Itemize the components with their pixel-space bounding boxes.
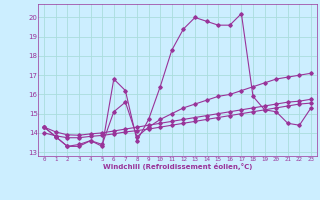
- X-axis label: Windchill (Refroidissement éolien,°C): Windchill (Refroidissement éolien,°C): [103, 163, 252, 170]
